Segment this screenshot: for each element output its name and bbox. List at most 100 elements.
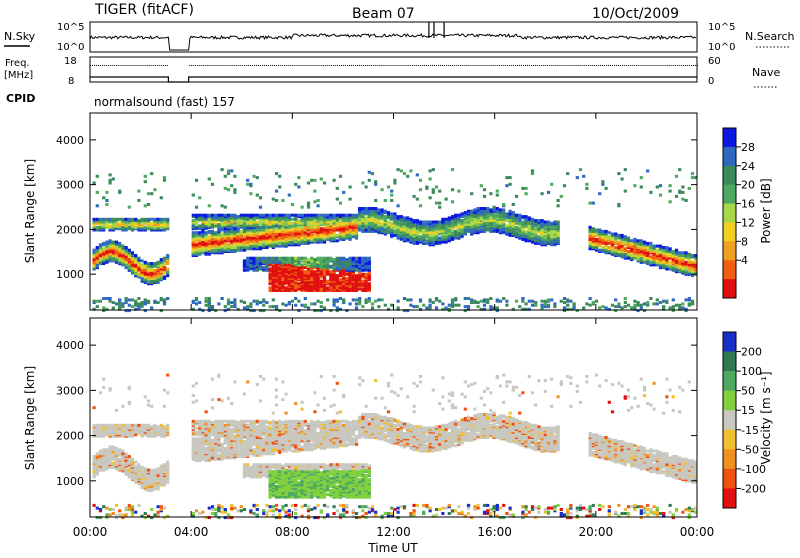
- range-gate-cell: [342, 214, 345, 217]
- nave-dot: [412, 65, 413, 66]
- colorbar-tick-label: 24: [741, 160, 755, 173]
- range-gate-cell: [432, 191, 435, 194]
- range-gate-cell: [595, 300, 598, 303]
- range-gate-cell: [118, 305, 121, 308]
- range-gate-cell: [422, 239, 425, 242]
- range-gate-cell: [464, 297, 467, 300]
- range-gate-cell: [608, 250, 611, 253]
- nave-dot: [582, 65, 583, 66]
- range-gate-cell: [233, 175, 236, 178]
- range-gate-cell: [96, 305, 99, 308]
- nave-dot: [588, 65, 589, 66]
- range-gate-cell: [669, 263, 672, 266]
- range-gate-cell: [137, 302, 140, 305]
- range-gate-cell: [128, 298, 131, 301]
- nave-dot: [466, 65, 467, 66]
- range-gate-cell: [144, 204, 147, 207]
- range-gate-cell: [425, 242, 428, 245]
- range-gate-cell: [675, 249, 678, 252]
- range-gate-cell: [163, 298, 166, 301]
- range-gate-cell: [297, 186, 300, 189]
- range-gate-cell: [320, 178, 323, 181]
- range-gate-cell: [608, 231, 611, 234]
- range-gate-cell: [358, 259, 361, 262]
- nave-dot: [503, 65, 504, 66]
- range-gate-cell: [150, 172, 153, 175]
- range-gate-cell: [249, 237, 252, 240]
- range-gate-cell: [278, 225, 281, 228]
- range-gate-cell: [102, 306, 105, 309]
- nave-dot: [270, 65, 271, 66]
- nsky-line: [90, 34, 696, 50]
- nave-dot: [337, 65, 338, 66]
- range-gate-cell: [505, 225, 508, 228]
- range-gate-cell: [685, 199, 688, 202]
- range-gate-cell: [313, 226, 316, 229]
- range-gate-cell: [589, 297, 592, 300]
- range-gate-cell: [96, 226, 99, 229]
- range-gate-cell: [272, 269, 275, 272]
- range-gate-cell: [573, 306, 576, 309]
- range-gate-cell: [160, 270, 163, 273]
- range-gate-cell: [371, 306, 374, 309]
- range-gate-cell: [208, 247, 211, 250]
- range-gate-cell: [477, 301, 480, 304]
- nave-dot: [590, 65, 591, 66]
- range-gate-cell: [451, 168, 454, 171]
- range-gate-cell: [675, 257, 678, 260]
- nave-dot: [541, 65, 542, 66]
- range-gate-cell: [262, 298, 265, 301]
- range-gate-cell: [144, 180, 147, 183]
- nave-dot: [400, 65, 401, 66]
- nave-dot: [642, 65, 643, 66]
- range-gate-cell: [553, 302, 556, 305]
- range-gate-cell: [109, 255, 112, 258]
- range-gate-cell: [416, 219, 419, 222]
- range-gate-cell: [301, 270, 304, 273]
- nave-dot: [600, 65, 601, 66]
- range-gate-cell: [237, 249, 240, 252]
- nave-dot: [460, 65, 461, 66]
- range-gate-cell: [313, 190, 316, 193]
- range-gate-cell: [432, 168, 435, 171]
- range-gate-cell: [125, 459, 128, 462]
- range-gate-cell: [393, 182, 396, 185]
- range-gate-cell: [221, 218, 224, 221]
- range-gate-cell: [406, 216, 409, 219]
- nave-dot: [572, 65, 573, 66]
- range-gate-cell: [355, 298, 358, 301]
- nave-dot: [602, 65, 603, 66]
- range-gate-cell: [201, 230, 204, 233]
- range-gate-cell: [227, 298, 230, 301]
- range-gate-cell: [227, 188, 230, 191]
- range-gate-cell: [109, 245, 112, 248]
- range-gate-cell: [249, 219, 252, 222]
- range-gate-cell: [361, 280, 364, 283]
- range-gate-cell: [633, 249, 636, 252]
- station-title: TIGER (fitACF): [94, 2, 194, 18]
- nave-dot: [485, 65, 486, 66]
- range-gate-cell: [557, 204, 560, 207]
- range-gate-cell: [374, 207, 377, 210]
- nave-dot: [565, 65, 566, 66]
- range-gate-cell: [518, 305, 521, 308]
- range-gate-cell: [237, 235, 240, 238]
- range-gate-cell: [128, 218, 131, 221]
- range-gate-cell: [454, 304, 457, 307]
- range-gate-cell: [649, 245, 652, 248]
- range-gate-cell: [281, 257, 284, 260]
- range-gate-cell: [227, 214, 230, 217]
- range-gate-cell: [547, 298, 550, 301]
- range-gate-cell: [665, 300, 668, 303]
- range-gate-cell: [192, 194, 195, 197]
- nave-dot: [110, 65, 111, 66]
- range-gate-cell: [349, 214, 352, 217]
- nave-dot: [410, 65, 411, 66]
- nave-dot: [347, 65, 348, 66]
- range-gate-cell: [521, 221, 524, 224]
- range-gate-cell: [429, 221, 432, 224]
- range-gate-cell: [233, 250, 236, 253]
- range-gate-cell: [445, 306, 448, 309]
- range-gate-cell: [125, 246, 128, 249]
- range-gate-cell: [393, 215, 396, 218]
